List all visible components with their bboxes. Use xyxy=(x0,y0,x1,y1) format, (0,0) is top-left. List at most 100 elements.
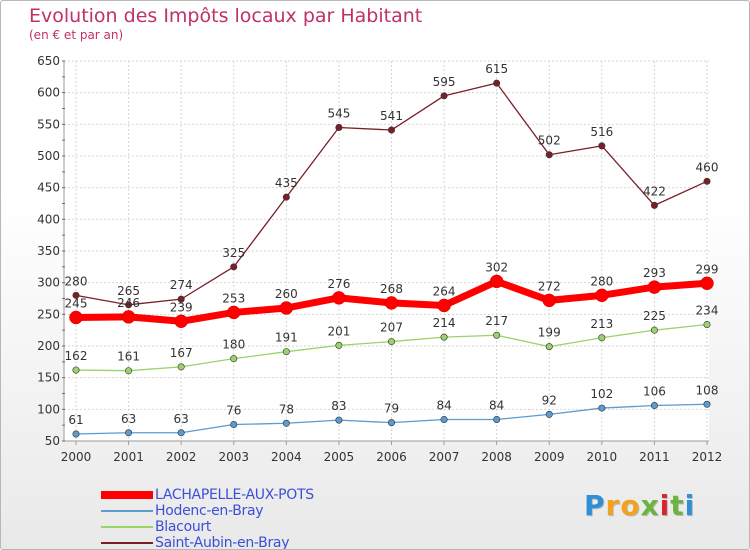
data-point-blacourt xyxy=(72,366,80,374)
y-tick-label: 300 xyxy=(37,276,60,290)
y-tick-label: 600 xyxy=(37,86,60,100)
data-label-hodenc-en-bray: 83 xyxy=(331,399,346,413)
data-label-blacourt: 161 xyxy=(117,350,140,364)
data-label-saint-aubin-en-bray: 325 xyxy=(222,246,245,260)
brand-letter: i xyxy=(659,489,671,522)
data-point-hodenc-en-bray xyxy=(493,415,501,423)
x-tick-label: 2000 xyxy=(61,450,92,464)
data-point-hodenc-en-bray xyxy=(72,430,80,438)
data-point-blacourt xyxy=(703,320,711,328)
data-point-saint-aubin-en-bray xyxy=(72,291,80,299)
brand-logo: Proxiti xyxy=(584,489,695,522)
data-point-lachapelle-aux-pots xyxy=(489,274,504,289)
data-label-hodenc-en-bray: 106 xyxy=(643,385,666,399)
data-label-lachapelle-aux-pots: 245 xyxy=(65,297,88,311)
data-point-saint-aubin-en-bray xyxy=(125,301,133,309)
y-tick-label: 350 xyxy=(37,244,60,258)
x-tick-label: 2011 xyxy=(639,450,670,464)
data-point-blacourt xyxy=(387,338,395,346)
data-label-saint-aubin-en-bray: 502 xyxy=(538,134,561,148)
data-label-hodenc-en-bray: 84 xyxy=(436,398,451,412)
data-label-lachapelle-aux-pots: 302 xyxy=(485,260,508,274)
data-label-blacourt: 167 xyxy=(170,346,193,360)
data-point-lachapelle-aux-pots xyxy=(384,296,399,310)
data-label-blacourt: 214 xyxy=(433,316,456,330)
data-point-saint-aubin-en-bray xyxy=(598,142,606,150)
data-label-lachapelle-aux-pots: 272 xyxy=(538,279,561,293)
data-point-lachapelle-aux-pots xyxy=(69,310,83,325)
data-point-saint-aubin-en-bray xyxy=(650,201,658,209)
data-point-saint-aubin-en-bray xyxy=(440,92,448,100)
data-point-blacourt xyxy=(493,331,501,339)
data-label-lachapelle-aux-pots: 299 xyxy=(696,262,719,276)
data-label-saint-aubin-en-bray: 595 xyxy=(433,75,456,89)
data-label-saint-aubin-en-bray: 541 xyxy=(380,109,403,123)
data-point-lachapelle-aux-pots xyxy=(332,291,346,305)
brand-letter: P xyxy=(584,489,606,522)
data-label-lachapelle-aux-pots: 239 xyxy=(170,300,193,314)
data-point-blacourt xyxy=(230,355,238,363)
data-label-hodenc-en-bray: 79 xyxy=(384,402,399,416)
x-tick-label: 2002 xyxy=(166,450,197,464)
data-label-hodenc-en-bray: 61 xyxy=(68,413,83,427)
data-label-blacourt: 162 xyxy=(65,349,88,363)
data-point-blacourt xyxy=(282,348,290,356)
legend-label-hodenc: Hodenc-en-Bray xyxy=(155,503,264,519)
y-tick-label: 100 xyxy=(37,402,60,416)
y-tick-label: 500 xyxy=(37,149,60,163)
data-label-blacourt: 207 xyxy=(380,321,403,335)
data-label-lachapelle-aux-pots: 268 xyxy=(380,282,403,296)
data-point-hodenc-en-bray xyxy=(335,416,343,424)
x-tick-label: 2008 xyxy=(481,450,512,464)
data-point-saint-aubin-en-bray xyxy=(282,193,290,201)
data-point-hodenc-en-bray xyxy=(545,410,553,418)
data-label-hodenc-en-bray: 76 xyxy=(226,404,241,418)
data-label-lachapelle-aux-pots: 260 xyxy=(275,287,298,301)
data-point-lachapelle-aux-pots xyxy=(174,314,188,329)
data-label-lachapelle-aux-pots: 276 xyxy=(327,277,350,291)
x-tick-label: 2006 xyxy=(376,450,407,464)
y-tick-label: 150 xyxy=(37,371,60,385)
data-label-blacourt: 180 xyxy=(222,338,245,352)
brand-letter: i xyxy=(684,489,696,522)
data-label-hodenc-en-bray: 102 xyxy=(590,387,613,401)
data-label-blacourt: 199 xyxy=(538,326,561,340)
data-label-blacourt: 217 xyxy=(485,314,508,328)
y-tick-label: 50 xyxy=(45,434,60,448)
data-point-hodenc-en-bray xyxy=(230,421,238,429)
x-tick-label: 2004 xyxy=(271,450,302,464)
data-label-lachapelle-aux-pots: 293 xyxy=(643,266,666,280)
data-label-hodenc-en-bray: 63 xyxy=(174,412,189,426)
data-label-saint-aubin-en-bray: 422 xyxy=(643,184,666,198)
data-label-saint-aubin-en-bray: 265 xyxy=(117,284,140,298)
x-tick-label: 2009 xyxy=(534,450,565,464)
data-point-hodenc-en-bray xyxy=(440,415,448,423)
x-tick-label: 2005 xyxy=(324,450,355,464)
data-label-hodenc-en-bray: 108 xyxy=(696,383,719,397)
data-point-blacourt xyxy=(177,363,185,371)
data-point-hodenc-en-bray xyxy=(125,429,133,437)
data-point-saint-aubin-en-bray xyxy=(387,126,395,134)
legend-label-blacourt: Blacourt xyxy=(155,519,212,535)
data-label-lachapelle-aux-pots: 280 xyxy=(590,274,613,288)
data-point-blacourt xyxy=(598,334,606,342)
data-label-saint-aubin-en-bray: 274 xyxy=(170,278,193,292)
data-point-blacourt xyxy=(335,341,343,349)
data-point-hodenc-en-bray xyxy=(703,400,711,408)
data-point-lachapelle-aux-pots xyxy=(437,298,451,313)
legend-swatch-lachapelle xyxy=(101,491,153,499)
data-point-lachapelle-aux-pots xyxy=(542,293,556,308)
data-point-lachapelle-aux-pots xyxy=(279,301,294,315)
data-point-lachapelle-aux-pots xyxy=(121,310,136,324)
brand-letter: t xyxy=(670,489,685,522)
data-label-hodenc-en-bray: 84 xyxy=(489,398,504,412)
data-label-blacourt: 213 xyxy=(590,317,613,331)
y-tick-label: 450 xyxy=(37,181,60,195)
data-label-hodenc-en-bray: 92 xyxy=(542,393,557,407)
data-point-blacourt xyxy=(440,333,448,341)
legend-label-lachapelle: LACHAPELLE-AUX-POTS xyxy=(155,487,314,503)
data-point-saint-aubin-en-bray xyxy=(335,124,343,132)
x-tick-label: 2003 xyxy=(218,450,249,464)
legend-swatch-saint-aubin xyxy=(101,542,153,544)
data-label-hodenc-en-bray: 63 xyxy=(121,412,136,426)
